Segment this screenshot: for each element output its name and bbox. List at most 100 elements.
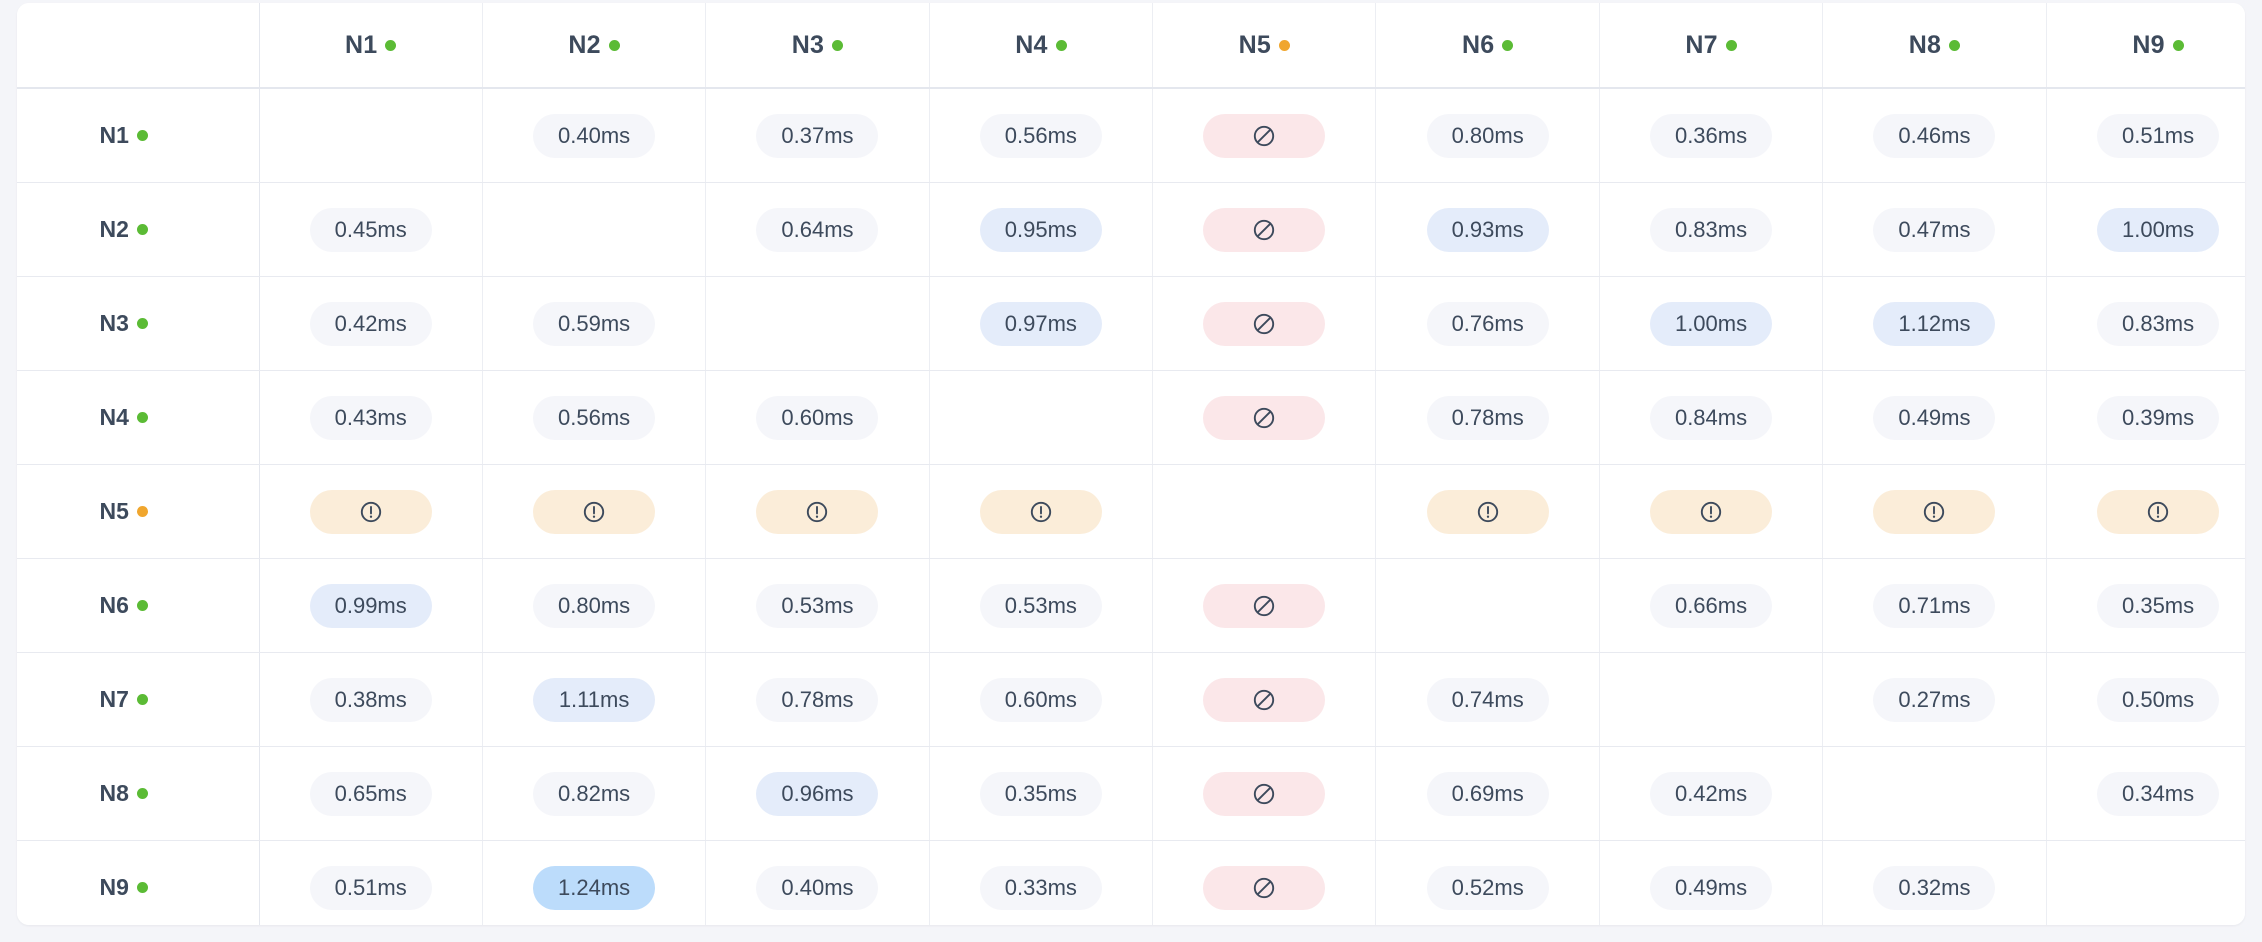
matrix-cell[interactable]: 0.83ms <box>2046 276 2245 371</box>
column-header-n4[interactable]: N4 <box>929 3 1154 89</box>
row-header-n6[interactable]: N6 <box>17 558 260 653</box>
column-header-n3[interactable]: N3 <box>705 3 930 89</box>
matrix-cell[interactable]: 0.56ms <box>482 370 707 465</box>
row-header-n1[interactable]: N1 <box>17 88 260 183</box>
matrix-cell[interactable]: 0.93ms <box>1375 182 1600 277</box>
cell-content: 0.49ms <box>1600 841 1822 925</box>
column-header-n6[interactable]: N6 <box>1375 3 1600 89</box>
matrix-cell[interactable]: 0.42ms <box>1599 746 1824 841</box>
latency-pill: 0.52ms <box>1426 865 1549 910</box>
matrix-cell[interactable]: 0.42ms <box>259 276 483 371</box>
matrix-cell[interactable]: 0.49ms <box>1822 370 2047 465</box>
matrix-cell[interactable] <box>1599 464 1824 559</box>
matrix-cell[interactable]: 0.50ms <box>2046 652 2245 747</box>
matrix-cell[interactable] <box>1152 652 1377 747</box>
column-header-n9[interactable]: N9 <box>2046 3 2245 89</box>
column-header-label: N6 <box>1461 30 1495 59</box>
matrix-cell[interactable]: 0.47ms <box>1822 182 2047 277</box>
matrix-cell[interactable]: 0.37ms <box>705 88 930 183</box>
matrix-cell[interactable]: 0.82ms <box>482 746 707 841</box>
matrix-cell[interactable] <box>482 464 707 559</box>
matrix-cell[interactable]: 0.69ms <box>1375 746 1600 841</box>
matrix-cell[interactable]: 0.78ms <box>705 652 930 747</box>
matrix-cell[interactable]: 0.84ms <box>1599 370 1824 465</box>
latency-value: 0.43ms <box>334 404 407 430</box>
matrix-cell[interactable]: 0.33ms <box>929 840 1154 925</box>
matrix-cell[interactable]: 0.74ms <box>1375 652 1600 747</box>
cell-content <box>1823 747 2045 840</box>
row-header-n7[interactable]: N7 <box>17 652 260 747</box>
matrix-cell[interactable]: 0.51ms <box>2046 88 2245 183</box>
column-header-n2[interactable]: N2 <box>482 3 707 89</box>
matrix-cell[interactable]: 1.11ms <box>482 652 707 747</box>
row-header-n3[interactable]: N3 <box>17 276 260 371</box>
column-header-n5[interactable]: N5 <box>1152 3 1377 89</box>
matrix-cell[interactable]: 0.64ms <box>705 182 930 277</box>
row-header-n2[interactable]: N2 <box>17 182 260 277</box>
matrix-cell[interactable]: 0.71ms <box>1822 558 2047 653</box>
matrix-cell[interactable]: 0.36ms <box>1599 88 1824 183</box>
matrix-cell[interactable] <box>259 464 483 559</box>
row-header-n5[interactable]: N5 <box>17 464 260 559</box>
column-header-n1[interactable]: N1 <box>259 3 483 89</box>
matrix-cell[interactable]: 0.45ms <box>259 182 483 277</box>
matrix-cell[interactable] <box>1152 182 1377 277</box>
matrix-cell[interactable] <box>2046 464 2245 559</box>
matrix-cell[interactable]: 0.40ms <box>482 88 707 183</box>
matrix-cell[interactable]: 1.12ms <box>1822 276 2047 371</box>
column-header-n8[interactable]: N8 <box>1822 3 2047 89</box>
matrix-cell[interactable]: 0.53ms <box>929 558 1154 653</box>
matrix-cell[interactable]: 0.80ms <box>482 558 707 653</box>
matrix-cell[interactable]: 1.00ms <box>1599 276 1824 371</box>
column-header-n7[interactable]: N7 <box>1599 3 1824 89</box>
matrix-cell[interactable]: 0.49ms <box>1599 840 1824 925</box>
matrix-cell[interactable]: 0.66ms <box>1599 558 1824 653</box>
matrix-cell[interactable]: 0.78ms <box>1375 370 1600 465</box>
matrix-cell[interactable]: 0.52ms <box>1375 840 1600 925</box>
row-header-n4[interactable]: N4 <box>17 370 260 465</box>
matrix-cell[interactable]: 0.46ms <box>1822 88 2047 183</box>
matrix-cell[interactable]: 0.97ms <box>929 276 1154 371</box>
matrix-cell[interactable]: 1.24ms <box>482 840 707 925</box>
matrix-cell[interactable]: 0.35ms <box>2046 558 2245 653</box>
matrix-cell[interactable] <box>1152 276 1377 371</box>
matrix-cell[interactable]: 0.83ms <box>1599 182 1824 277</box>
matrix-cell[interactable] <box>1152 558 1377 653</box>
row-header-n8[interactable]: N8 <box>17 746 260 841</box>
matrix-cell[interactable]: 0.96ms <box>705 746 930 841</box>
matrix-cell[interactable]: 0.80ms <box>1375 88 1600 183</box>
row-header-n9[interactable]: N9 <box>17 840 260 925</box>
matrix-cell[interactable]: 0.51ms <box>259 840 483 925</box>
matrix-cell[interactable]: 0.43ms <box>259 370 483 465</box>
matrix-row: N5 <box>17 464 2245 559</box>
matrix-cell[interactable]: 0.56ms <box>929 88 1154 183</box>
matrix-cell[interactable]: 0.40ms <box>705 840 930 925</box>
matrix-cell[interactable]: 0.34ms <box>2046 746 2245 841</box>
matrix-cell[interactable]: 0.99ms <box>259 558 483 653</box>
matrix-cell[interactable] <box>1152 88 1377 183</box>
matrix-cell[interactable]: 0.39ms <box>2046 370 2245 465</box>
cell-content: 0.43ms <box>260 371 482 464</box>
matrix-cell[interactable]: 0.38ms <box>259 652 483 747</box>
matrix-cell[interactable] <box>1822 464 2047 559</box>
matrix-cell[interactable]: 0.53ms <box>705 558 930 653</box>
matrix-cell[interactable]: 0.27ms <box>1822 652 2047 747</box>
matrix-cell[interactable] <box>929 464 1154 559</box>
matrix-cell[interactable]: 0.59ms <box>482 276 707 371</box>
matrix-cell[interactable]: 1.00ms <box>2046 182 2245 277</box>
matrix-cell[interactable]: 0.60ms <box>705 370 930 465</box>
latency-pill: 0.56ms <box>979 113 1102 158</box>
matrix-cell[interactable] <box>1152 746 1377 841</box>
status-dot-n1 <box>385 39 397 51</box>
matrix-cell[interactable]: 0.35ms <box>929 746 1154 841</box>
matrix-cell[interactable]: 0.60ms <box>929 652 1154 747</box>
matrix-cell[interactable]: 0.95ms <box>929 182 1154 277</box>
matrix-cell[interactable] <box>1375 464 1600 559</box>
matrix-cell[interactable] <box>1152 370 1377 465</box>
matrix-cell[interactable] <box>1152 840 1377 925</box>
matrix-cell[interactable]: 0.65ms <box>259 746 483 841</box>
matrix-cell[interactable]: 0.76ms <box>1375 276 1600 371</box>
latency-value: 0.96ms <box>781 780 854 806</box>
matrix-cell[interactable]: 0.32ms <box>1822 840 2047 925</box>
matrix-cell[interactable] <box>705 464 930 559</box>
